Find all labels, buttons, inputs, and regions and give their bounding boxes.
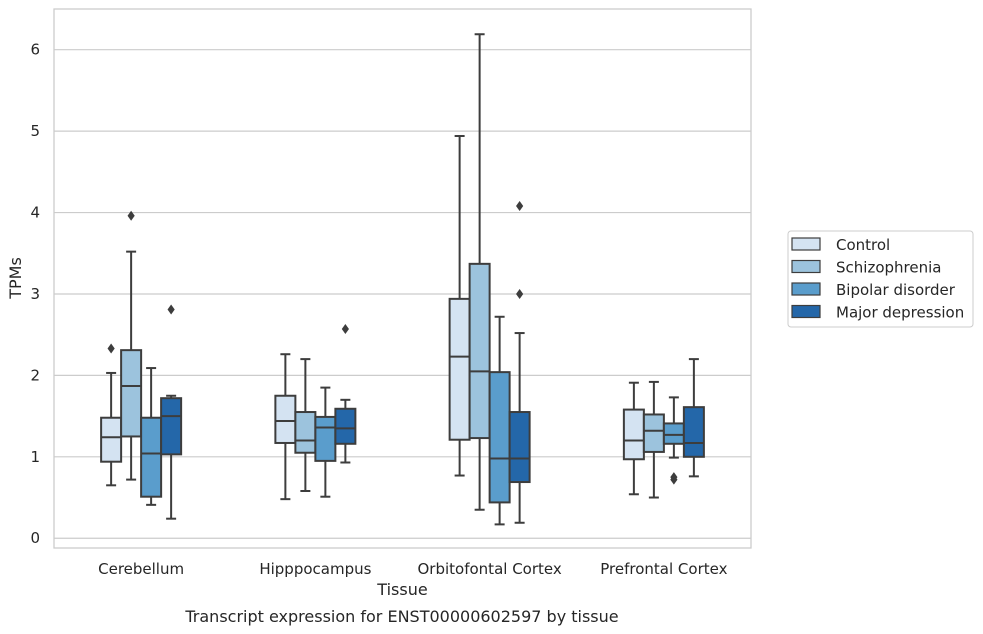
boxes-layer	[100, 33, 705, 526]
legend-frame	[787, 230, 974, 328]
outlier-point	[670, 472, 678, 483]
y-tick-label: 4	[30, 204, 40, 222]
y-tick-label: 3	[30, 285, 40, 303]
x-axis-title: Tissue	[376, 580, 427, 599]
box-group	[294, 358, 317, 493]
box-group	[488, 315, 511, 526]
plot-frame	[53, 8, 752, 549]
legend-swatch	[791, 304, 821, 319]
chart-caption: Transcript expression for ENST0000060259…	[184, 607, 618, 626]
outlier-point	[107, 343, 115, 354]
legend-swatch	[791, 259, 821, 274]
box-group	[140, 367, 163, 506]
box-group	[468, 33, 491, 511]
box	[468, 262, 491, 440]
box	[314, 415, 337, 462]
box	[642, 413, 665, 453]
box	[508, 411, 531, 484]
box-group	[662, 396, 685, 485]
y-tick-labels: 0 1 2 3 4 5 6	[30, 41, 40, 548]
box-group	[120, 210, 143, 481]
box	[448, 297, 471, 441]
box	[662, 422, 685, 445]
outlier-point	[516, 288, 524, 299]
box	[100, 416, 123, 463]
y-tick-label: 1	[30, 448, 40, 466]
box	[488, 371, 511, 504]
y-tick-label: 5	[30, 122, 40, 140]
box-group	[642, 380, 665, 499]
outlier-point	[167, 304, 175, 315]
x-tick-label: Hipppocampus	[259, 560, 371, 578]
box-group	[314, 386, 337, 498]
outlier-point	[516, 201, 524, 212]
box-group	[160, 304, 183, 520]
box-group	[622, 381, 645, 496]
box-group	[508, 201, 531, 524]
y-tick-label: 2	[30, 366, 40, 384]
y-axis-title: TPMs	[6, 257, 25, 300]
box	[622, 408, 645, 461]
legend-label: Bipolar disorder	[836, 281, 956, 299]
legend-label: Control	[836, 236, 890, 254]
legend-swatch	[791, 237, 821, 251]
box	[334, 407, 357, 445]
outlier-point	[341, 323, 349, 334]
box	[140, 416, 163, 498]
box-group	[100, 343, 123, 487]
box	[294, 411, 317, 454]
legend-label: Major depression	[836, 304, 964, 322]
box-group	[448, 135, 471, 477]
box-group	[334, 323, 357, 464]
box-group	[682, 358, 705, 478]
box	[274, 394, 297, 444]
outlier-point	[127, 210, 135, 221]
legend-label: Schizophrenia	[836, 259, 941, 277]
box	[682, 406, 705, 458]
x-tick-label: Cerebellum	[98, 560, 184, 578]
x-tick-labels: Cerebellum Hipppocampus Orbitofontal Corte…	[98, 560, 727, 578]
box	[160, 397, 183, 456]
y-tick-label: 6	[30, 41, 40, 59]
x-tick-label: Orbitofontal Cortex	[418, 560, 562, 578]
x-tick-label: Prefrontal Cortex	[600, 560, 727, 578]
box	[120, 349, 143, 438]
y-tick-label: 0	[30, 529, 40, 547]
legend-swatch	[791, 282, 821, 296]
legend: Control Schizophrenia Bipolar disorder Majo…	[787, 230, 974, 328]
